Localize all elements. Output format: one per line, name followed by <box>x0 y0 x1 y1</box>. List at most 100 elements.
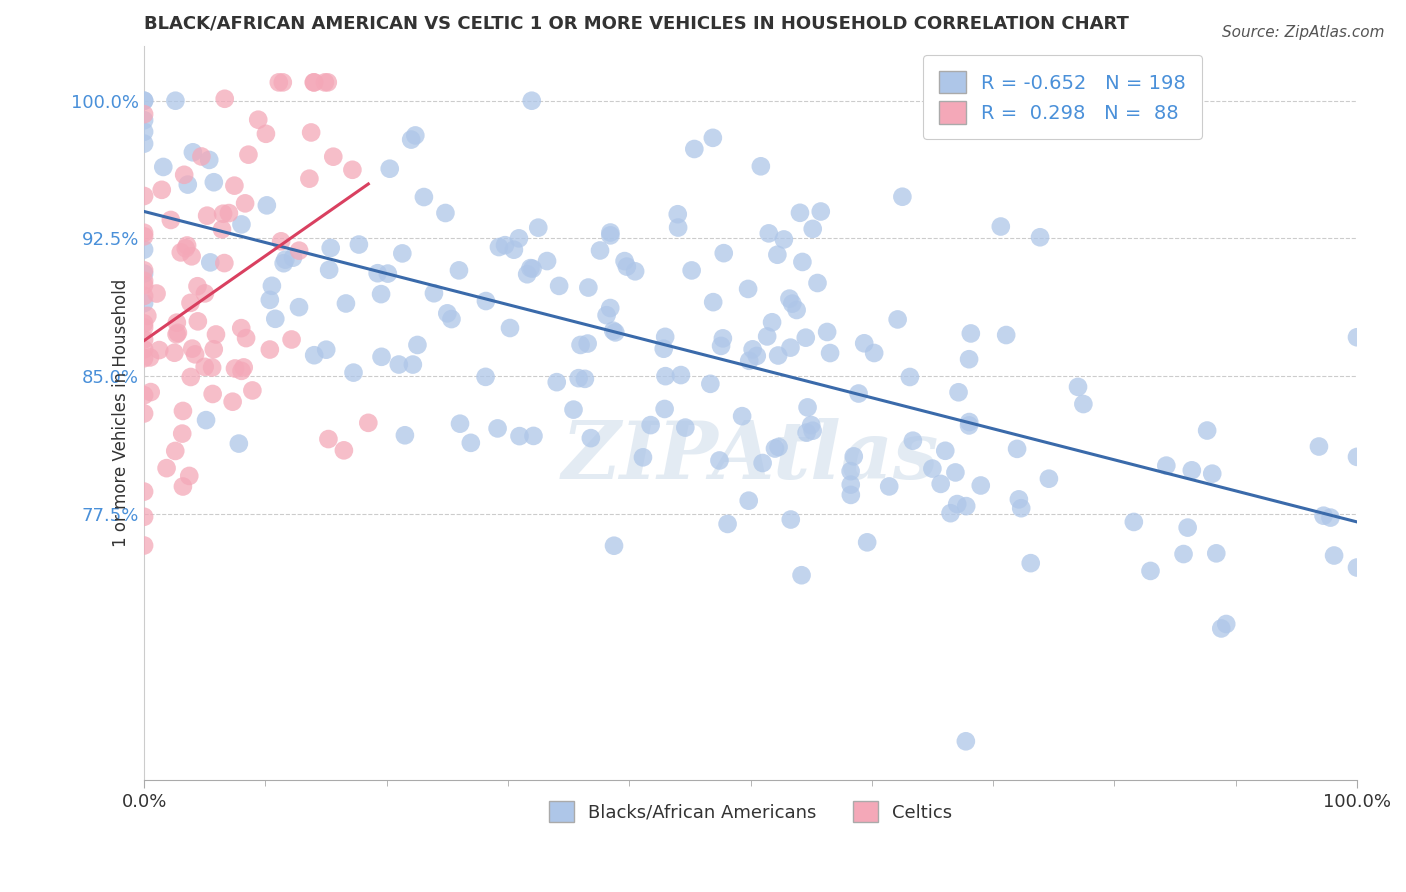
Point <box>1205 546 1227 560</box>
Point <box>1073 397 1095 411</box>
Point <box>839 488 862 502</box>
Point <box>302 75 325 89</box>
Point <box>201 387 224 401</box>
Point <box>165 94 187 108</box>
Point <box>839 464 862 478</box>
Point <box>228 436 250 450</box>
Point <box>288 300 311 314</box>
Point <box>367 266 389 280</box>
Point <box>486 421 509 435</box>
Point <box>800 417 823 432</box>
Point <box>274 252 297 267</box>
Point <box>818 346 841 360</box>
Point <box>235 331 257 345</box>
Point <box>281 251 304 265</box>
Point <box>806 276 828 290</box>
Point <box>233 196 256 211</box>
Point <box>132 296 155 310</box>
Point <box>616 260 638 274</box>
Point <box>145 286 167 301</box>
Point <box>955 499 977 513</box>
Point <box>318 432 340 446</box>
Point <box>522 261 544 276</box>
Point <box>939 506 962 520</box>
Point <box>231 321 253 335</box>
Point <box>794 331 817 345</box>
Point <box>745 349 768 363</box>
Point <box>503 243 526 257</box>
Point <box>934 443 956 458</box>
Point <box>132 107 155 121</box>
Point <box>815 325 838 339</box>
Point <box>1122 515 1144 529</box>
Point <box>599 226 621 240</box>
Point <box>186 279 208 293</box>
Point <box>167 326 190 340</box>
Point <box>666 207 689 221</box>
Point <box>173 168 195 182</box>
Point <box>399 133 422 147</box>
Point <box>174 241 197 255</box>
Point <box>160 213 183 227</box>
Point <box>652 342 675 356</box>
Point <box>267 75 290 89</box>
Point <box>195 209 218 223</box>
Point <box>1312 508 1334 523</box>
Point <box>132 94 155 108</box>
Point <box>624 264 647 278</box>
Point <box>761 315 783 329</box>
Point <box>165 444 187 458</box>
Point <box>738 493 761 508</box>
Point <box>132 263 155 277</box>
Point <box>1346 450 1368 464</box>
Point <box>214 92 236 106</box>
Point <box>741 343 763 357</box>
Point <box>377 267 399 281</box>
Point <box>654 369 676 384</box>
Point <box>901 434 924 448</box>
Point <box>1173 547 1195 561</box>
Point <box>319 241 342 255</box>
Point <box>1181 463 1204 477</box>
Point <box>842 450 865 464</box>
Point <box>1005 442 1028 456</box>
Point <box>447 263 470 277</box>
Point <box>166 327 188 342</box>
Point <box>1139 564 1161 578</box>
Point <box>132 351 155 366</box>
Point <box>132 289 155 303</box>
Point <box>132 509 155 524</box>
Point <box>1008 492 1031 507</box>
Point <box>756 329 779 343</box>
Point <box>699 376 721 391</box>
Point <box>995 328 1018 343</box>
Point <box>176 238 198 252</box>
Point <box>786 303 808 318</box>
Point <box>731 409 754 424</box>
Point <box>574 372 596 386</box>
Point <box>315 343 337 357</box>
Point <box>404 128 426 143</box>
Point <box>737 282 759 296</box>
Point <box>264 311 287 326</box>
Point <box>1319 510 1341 524</box>
Point <box>782 296 804 310</box>
Point <box>132 333 155 347</box>
Point <box>749 159 772 173</box>
Point <box>423 286 446 301</box>
Point <box>163 345 186 359</box>
Point <box>318 262 340 277</box>
Point <box>202 175 225 189</box>
Point <box>132 484 155 499</box>
Point <box>499 321 522 335</box>
Point <box>347 237 370 252</box>
Point <box>810 204 832 219</box>
Point <box>702 131 724 145</box>
Point <box>378 161 401 176</box>
Point <box>370 287 392 301</box>
Point <box>132 274 155 288</box>
Point <box>238 147 260 161</box>
Point <box>711 331 734 345</box>
Text: Source: ZipAtlas.com: Source: ZipAtlas.com <box>1222 25 1385 40</box>
Point <box>132 125 155 139</box>
